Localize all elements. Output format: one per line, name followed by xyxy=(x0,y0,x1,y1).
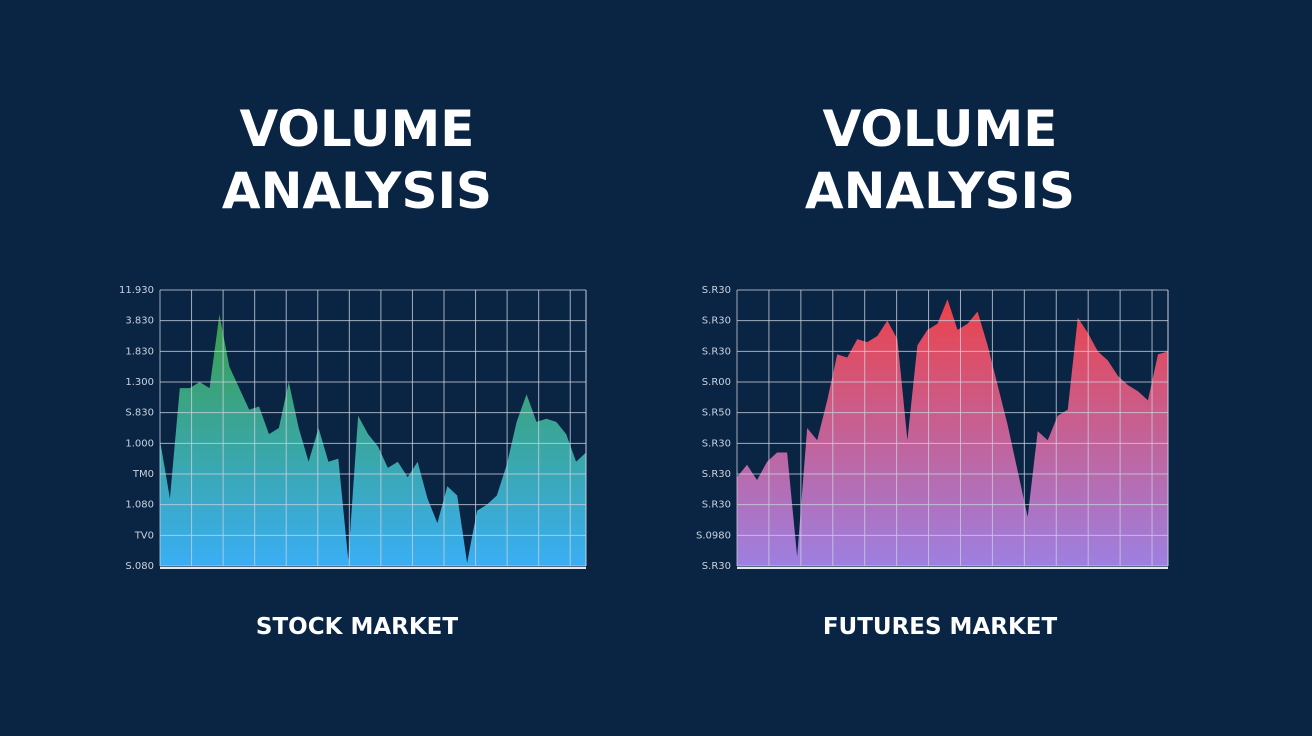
y-tick-label: S.830 xyxy=(125,408,154,419)
y-tick-label: 11.930 xyxy=(119,285,154,296)
y-tick-label: 3.830 xyxy=(125,316,154,327)
y-tick-label: S.080 xyxy=(125,561,154,572)
chart-caption: FUTURES MARKET xyxy=(822,614,1058,640)
y-tick-label: 1.300 xyxy=(125,377,154,388)
area xyxy=(160,314,586,566)
y-tick-label: S.R30 xyxy=(702,346,731,357)
y-tick-label: S.0980 xyxy=(696,530,731,541)
y-tick-label: 1.000 xyxy=(125,438,154,449)
y-tick-label: S.R30 xyxy=(702,438,731,449)
y-tick-label: TV0 xyxy=(134,530,154,541)
y-tick-label: 1.080 xyxy=(125,500,154,511)
y-tick-label: S.R00 xyxy=(702,377,731,388)
y-tick-label: S.R30 xyxy=(702,469,731,480)
y-tick-label: S.R30 xyxy=(702,561,731,572)
y-tick-label: S.R30 xyxy=(702,285,731,296)
chart-title: VOLUME ANALYSIS xyxy=(221,100,493,220)
y-tick-label: 1.830 xyxy=(125,346,154,357)
chart-caption: STOCK MARKET xyxy=(255,614,459,640)
y-tick-label: S.R30 xyxy=(702,316,731,327)
y-tick-label: TM0 xyxy=(132,469,154,480)
area xyxy=(737,299,1168,566)
chart-title: VOLUME ANALYSIS xyxy=(804,100,1076,220)
y-tick-label: S.R30 xyxy=(702,500,731,511)
y-tick-label: S.R50 xyxy=(702,408,731,419)
